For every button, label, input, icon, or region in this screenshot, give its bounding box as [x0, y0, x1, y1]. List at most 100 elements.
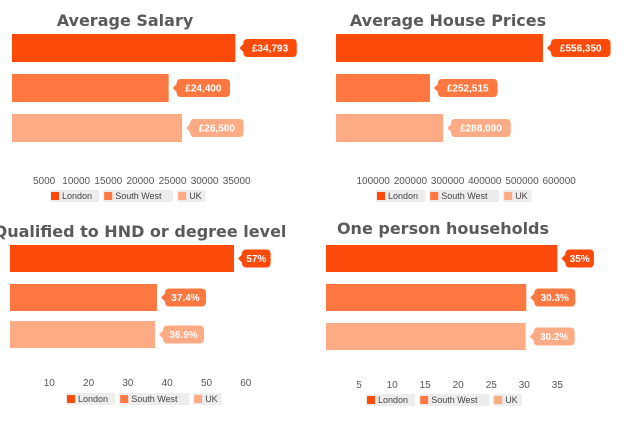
legend-item-london: London	[366, 394, 416, 406]
data-label-london: 35%	[561, 249, 594, 268]
legend-swatch	[420, 396, 429, 404]
bar-london	[10, 245, 235, 272]
bar-south-west	[336, 74, 430, 102]
x-tick-label: 15	[420, 380, 432, 391]
legend-item-uk: UK	[503, 190, 532, 202]
x-tick-label: 200000	[394, 176, 428, 187]
legend-item-bg	[103, 190, 174, 202]
legend-item-london: London	[50, 190, 100, 202]
legend-swatch	[104, 192, 113, 200]
legend-swatch	[120, 395, 129, 403]
data-label-box	[163, 325, 205, 344]
legend-item-bg	[119, 393, 190, 405]
legend-label: London	[388, 191, 418, 201]
data-label-box	[243, 39, 297, 57]
x-tick-label: 35	[552, 380, 564, 391]
bar-london	[326, 245, 558, 272]
data-label-box	[190, 119, 244, 137]
bar-south-west	[10, 284, 157, 311]
legend-swatch	[377, 192, 385, 200]
legend-swatch	[367, 396, 375, 404]
x-tick-label: 25000	[159, 176, 187, 187]
x-tick-label: 30	[122, 378, 134, 389]
data-label-box	[242, 249, 271, 268]
x-tick-label: 35000	[223, 176, 251, 187]
data-label-text: 37.4%	[171, 293, 199, 304]
data-label-box	[534, 288, 576, 307]
legend-item-bg	[419, 394, 490, 406]
data-label-uk: 36.9%	[159, 325, 205, 344]
legend-item-bg	[366, 394, 416, 406]
data-label-text: £556,350	[560, 44, 602, 55]
data-label-pointer	[172, 83, 178, 93]
legend-item-bg	[66, 393, 116, 405]
x-tick-label: 20	[83, 378, 95, 389]
x-tick-label: 5	[356, 380, 362, 391]
x-tick-label: 25	[486, 380, 498, 391]
x-tick-label: 50	[201, 378, 213, 389]
data-label-pointer	[447, 123, 453, 133]
data-label-pointer	[160, 292, 166, 303]
x-tick-label: 20000	[126, 176, 154, 187]
x-tick-label: 10000	[62, 176, 90, 187]
legend-label: UK	[505, 395, 518, 405]
data-label-text: 30.2%	[540, 332, 568, 343]
data-label-pointer	[529, 331, 535, 342]
chart-title: Qualified to HND or degree level	[0, 222, 286, 241]
data-label-uk: £26,500	[186, 119, 244, 137]
data-label-box	[164, 288, 206, 307]
legend-item-south-west: South West	[119, 393, 190, 405]
x-tick-label: 400000	[468, 176, 502, 187]
x-tick-label: 40	[162, 378, 174, 389]
data-label-pointer	[530, 292, 536, 303]
x-tick-label: 15000	[94, 176, 122, 187]
legend-label: UK	[205, 394, 218, 404]
data-label-box	[176, 79, 231, 97]
x-tick-label: 60	[240, 378, 252, 389]
legend-label: South West	[115, 191, 162, 201]
legend-item-south-west: South West	[429, 190, 500, 202]
data-label-text: £288,000	[460, 124, 502, 135]
data-label-pointer	[186, 123, 192, 133]
legend-swatch	[494, 396, 503, 404]
data-label-south-west: £252,515	[433, 79, 498, 97]
data-label-pointer	[239, 43, 245, 53]
legend-item-london: London	[66, 393, 116, 405]
data-label-pointer	[238, 253, 244, 264]
data-label-text: £34,793	[252, 44, 289, 55]
data-label-pointer	[433, 83, 439, 93]
chart-title: One person households	[337, 219, 549, 238]
data-label-south-west: 37.4%	[160, 288, 206, 307]
data-label-box	[533, 327, 575, 346]
data-label-box	[437, 79, 498, 97]
data-label-text: 36.9%	[169, 330, 197, 341]
x-tick-label: 30000	[191, 176, 219, 187]
legend-item-london: London	[376, 190, 426, 202]
x-tick-label: 30	[519, 380, 531, 391]
data-label-london: £556,350	[546, 39, 611, 57]
legend-label: UK	[189, 191, 202, 201]
x-tick-label: 500000	[505, 176, 539, 187]
chart-title: Average House Prices	[350, 11, 546, 30]
data-label-uk: 30.2%	[529, 327, 575, 346]
legend-label: South West	[131, 394, 178, 404]
legend-item-south-west: South West	[103, 190, 174, 202]
bar-south-west	[326, 284, 527, 311]
data-label-text: 30.3%	[541, 293, 569, 304]
bar-london	[12, 34, 236, 62]
data-label-text: £24,400	[185, 84, 222, 95]
legend-label: South West	[441, 191, 488, 201]
data-label-south-west: £24,400	[172, 79, 231, 97]
legend-label: London	[62, 191, 92, 201]
legend-swatch	[178, 192, 187, 200]
bar-south-west	[12, 74, 169, 102]
x-tick-label: 600000	[543, 176, 577, 187]
legend-item-uk: UK	[493, 394, 522, 406]
legend-swatch	[67, 395, 75, 403]
legend-item-uk: UK	[177, 190, 206, 202]
data-label-london: £34,793	[239, 39, 297, 57]
legend-label: London	[378, 395, 408, 405]
legend-item-bg	[376, 190, 426, 202]
x-tick-label: 300000	[431, 176, 465, 187]
data-label-uk: £288,000	[447, 119, 511, 137]
